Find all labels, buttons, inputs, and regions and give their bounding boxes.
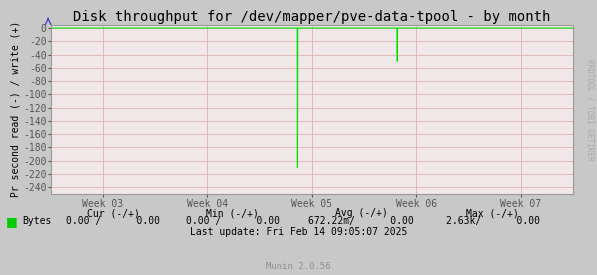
Title: Disk throughput for /dev/mapper/pve-data-tpool - by month: Disk throughput for /dev/mapper/pve-data…	[73, 10, 550, 24]
Text: 672.22m/      0.00: 672.22m/ 0.00	[308, 216, 414, 226]
Text: Max (-/+): Max (-/+)	[466, 208, 519, 218]
Text: 0.00 /      0.00: 0.00 / 0.00	[186, 216, 280, 226]
Text: 2.63k/      0.00: 2.63k/ 0.00	[445, 216, 540, 226]
Text: Munin 2.0.56: Munin 2.0.56	[266, 262, 331, 271]
Text: Last update: Fri Feb 14 09:05:07 2025: Last update: Fri Feb 14 09:05:07 2025	[190, 227, 407, 237]
Text: Min (-/+): Min (-/+)	[207, 208, 259, 218]
Text: Bytes: Bytes	[23, 216, 52, 226]
Text: 0.00 /      0.00: 0.00 / 0.00	[66, 216, 161, 226]
Text: ■: ■	[6, 215, 18, 228]
Text: RRDTOOL / TOBI OETIKER: RRDTOOL / TOBI OETIKER	[585, 59, 595, 161]
Y-axis label: Pr second read (-) / write (+): Pr second read (-) / write (+)	[10, 21, 20, 197]
Text: Cur (-/+): Cur (-/+)	[87, 208, 140, 218]
Text: Avg (-/+): Avg (-/+)	[335, 208, 387, 218]
